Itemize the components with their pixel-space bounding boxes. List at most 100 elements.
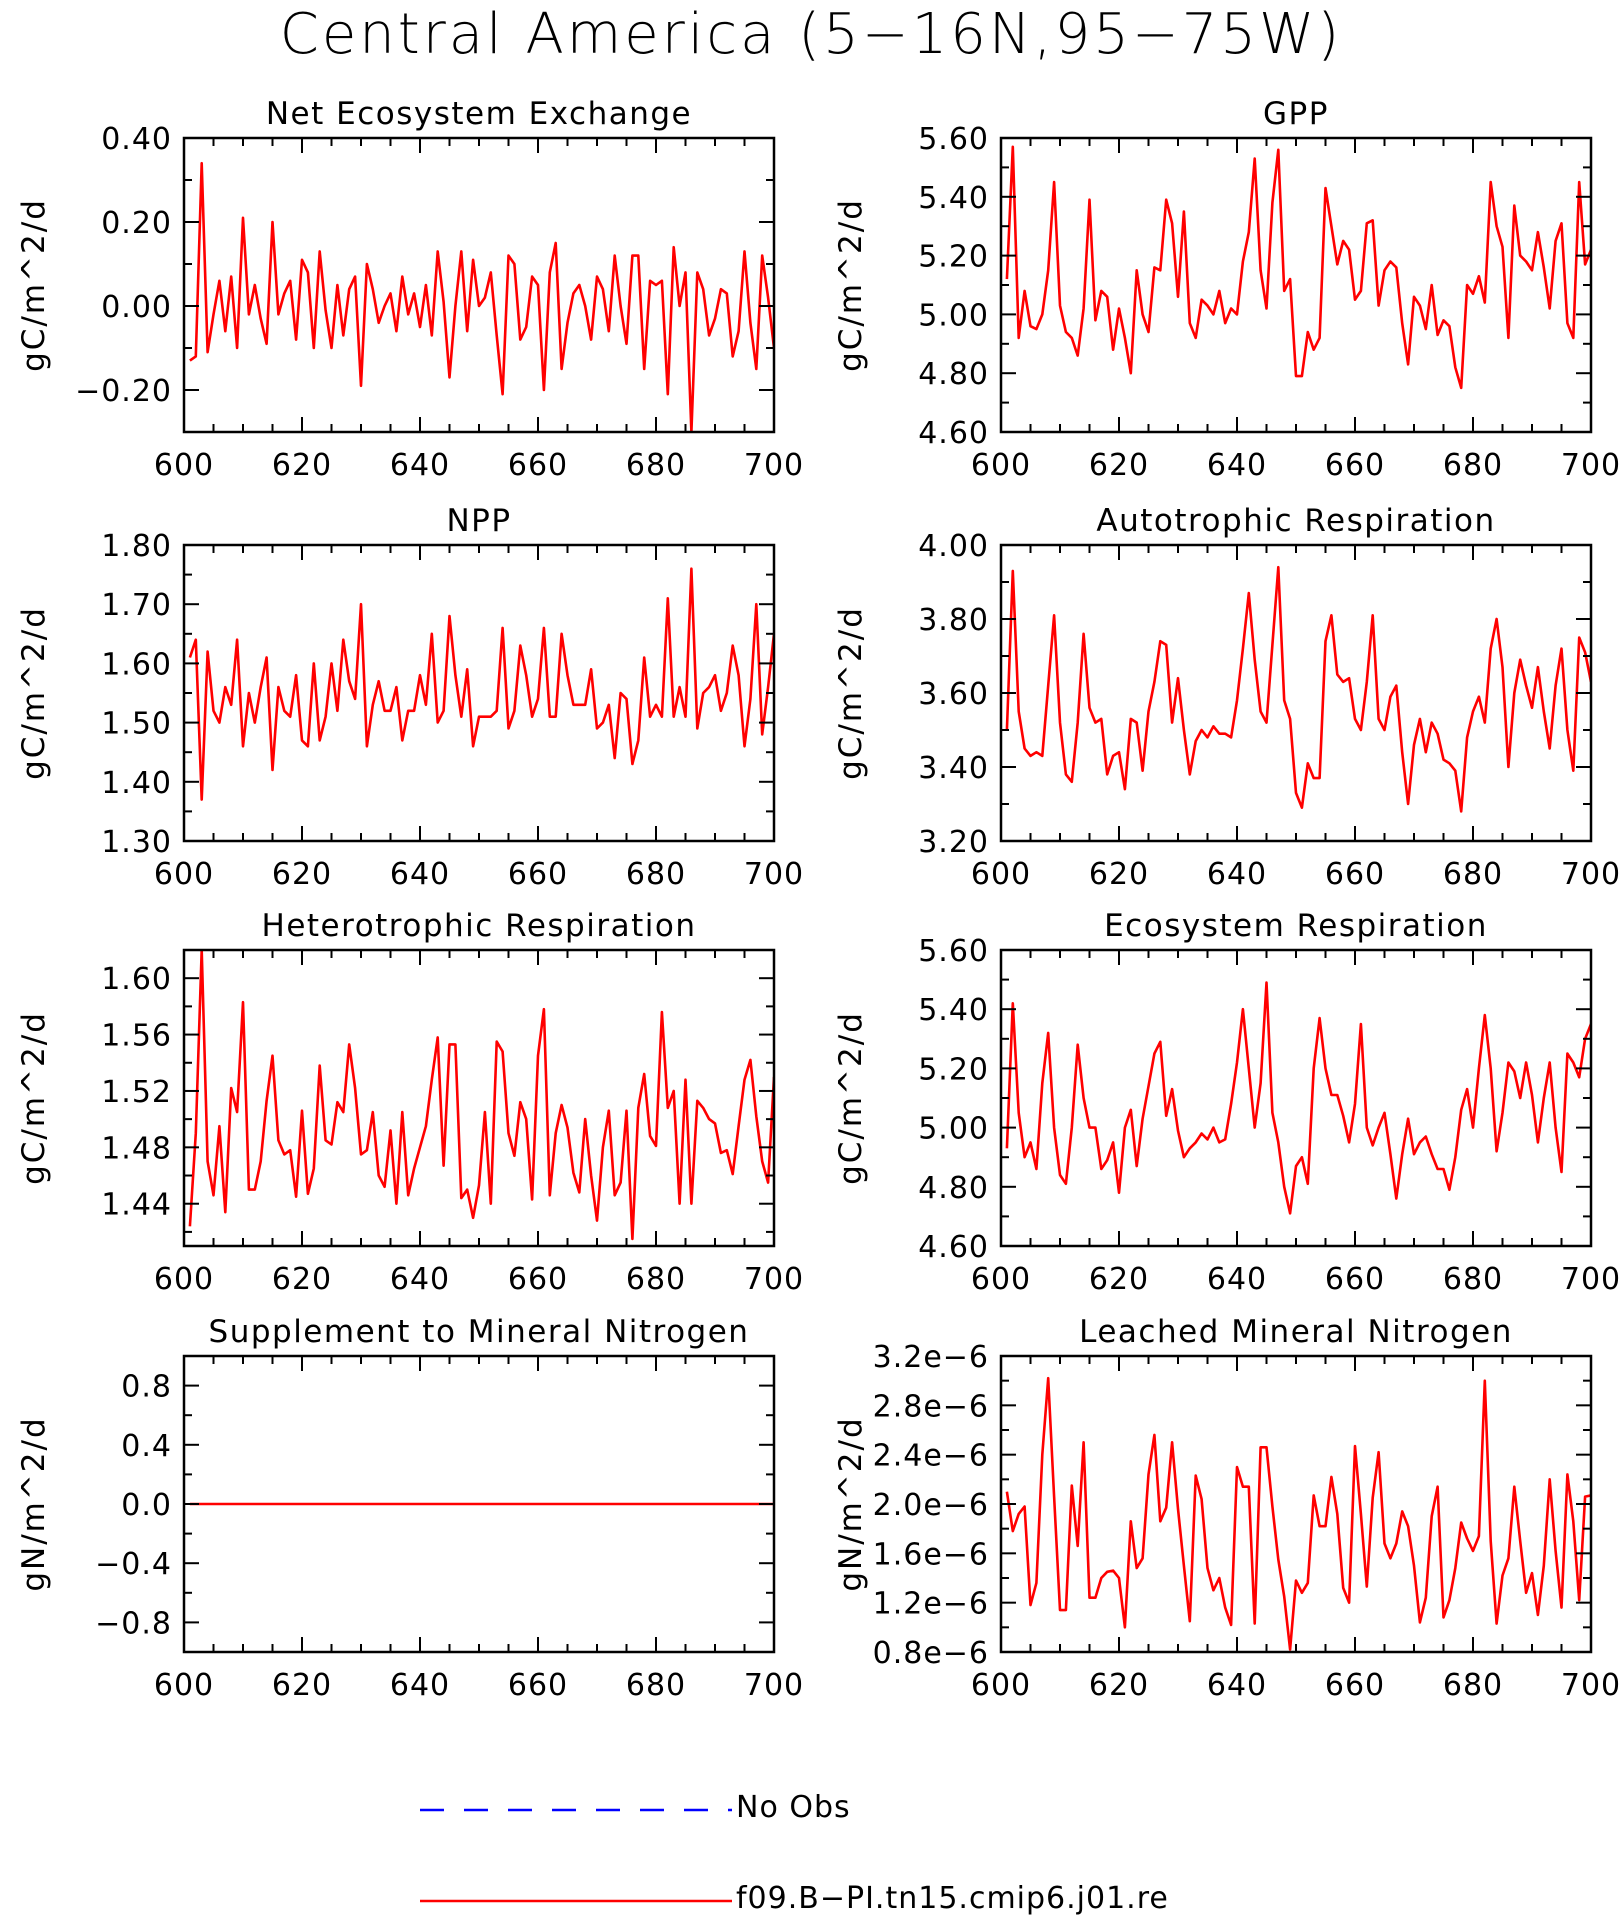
x-tick-label: 700 — [1561, 857, 1621, 892]
y-tick-label: 0.0 — [121, 1488, 172, 1523]
panel-title: Ecosystem Respiration — [1104, 908, 1488, 944]
y-axis-label: gC/m^2/d — [833, 1011, 869, 1185]
y-axis-label: gC/m^2/d — [16, 198, 52, 372]
y-tick-label: 4.80 — [918, 1171, 989, 1206]
x-tick-label: 660 — [1325, 1262, 1385, 1297]
x-tick-label: 700 — [744, 857, 804, 892]
x-tick-label: 660 — [1325, 448, 1385, 483]
y-tick-label: 2.8e−6 — [873, 1389, 989, 1424]
series-line — [1005, 981, 1591, 1215]
y-tick-label: 3.2e−6 — [873, 1340, 989, 1375]
y-tick-label: 3.20 — [918, 825, 989, 860]
x-tick-label: 640 — [1207, 857, 1267, 892]
y-tick-label: 4.80 — [918, 357, 989, 392]
chart-panel: 600 620 640 660 680 700 3.2e−6 2.8e−6 2.4e−6 2.0e… — [833, 1314, 1621, 1703]
panel-title: NPP — [446, 503, 511, 539]
y-axis-label: gN/m^2/d — [16, 1416, 52, 1591]
x-tick-label: 600 — [971, 448, 1031, 483]
y-tick-label: 5.40 — [918, 181, 989, 216]
x-tick-label: 660 — [1325, 1668, 1385, 1703]
y-tick-label: 0.00 — [101, 290, 172, 325]
x-tick-label: 700 — [1561, 448, 1621, 483]
y-tick-label: 4.60 — [918, 416, 989, 451]
y-tick-label: 3.40 — [918, 751, 989, 786]
y-tick-label: −0.8 — [95, 1606, 172, 1641]
chart-panel: 600 620 640 660 680 700 5.60 5.40 5.20 5.00 4.80 4.… — [833, 96, 1621, 483]
x-tick-label: 600 — [154, 1668, 214, 1703]
x-tick-label: 620 — [272, 857, 332, 892]
y-tick-label: 4.60 — [918, 1230, 989, 1265]
y-tick-label: 0.40 — [101, 122, 172, 157]
y-tick-label: 5.20 — [918, 240, 989, 275]
x-tick-label: 680 — [1443, 448, 1503, 483]
x-tick-label: 660 — [508, 1262, 568, 1297]
panel-title: GPP — [1263, 96, 1329, 132]
x-tick-label: 640 — [390, 448, 450, 483]
x-tick-label: 680 — [626, 1262, 686, 1297]
y-tick-label: 5.20 — [918, 1052, 989, 1087]
series-line — [1005, 1376, 1591, 1651]
y-tick-label: −0.4 — [95, 1547, 172, 1582]
x-tick-label: 600 — [971, 857, 1031, 892]
y-tick-label: 1.60 — [101, 647, 172, 682]
x-tick-label: 680 — [626, 857, 686, 892]
chart-panel: 600 620 640 660 680 700 5.60 5.40 5.20 5.00 4.80 4.… — [833, 908, 1621, 1297]
x-tick-label: 660 — [508, 857, 568, 892]
y-tick-label: 3.80 — [918, 603, 989, 638]
panel-title: Net Ecosystem Exchange — [266, 96, 692, 132]
x-tick-label: 700 — [744, 1668, 804, 1703]
y-tick-label: 1.80 — [101, 529, 172, 564]
y-axis-label: gC/m^2/d — [833, 198, 869, 372]
plot-frame — [999, 136, 1593, 434]
x-tick-label: 700 — [1561, 1668, 1621, 1703]
y-axis-label: gC/m^2/d — [16, 606, 52, 780]
y-tick-label: 1.70 — [101, 588, 172, 623]
panel-title: Supplement to Mineral Nitrogen — [209, 1314, 750, 1350]
y-tick-label: 0.8e−6 — [873, 1636, 989, 1671]
x-tick-label: 640 — [390, 1262, 450, 1297]
x-tick-label: 700 — [1561, 1262, 1621, 1297]
series-line — [188, 567, 774, 801]
chart-panel: 600 620 640 660 680 700 1.80 1.70 1.60 1.50 1.40 1.… — [16, 503, 804, 892]
x-tick-label: 600 — [154, 448, 214, 483]
x-tick-label: 600 — [154, 857, 214, 892]
panel-title: Heterotrophic Respiration — [262, 908, 697, 944]
chart-panel: 600 620 640 660 680 700 1.60 1.56 1.52 1.48 1.44 He… — [16, 908, 804, 1297]
y-tick-label: 1.48 — [101, 1131, 172, 1166]
y-tick-label: 0.8 — [121, 1370, 172, 1405]
series-line — [1005, 145, 1591, 390]
x-tick-label: 600 — [154, 1262, 214, 1297]
y-tick-label: 1.52 — [101, 1075, 172, 1110]
chart-panel: 600 620 640 660 680 700 4.00 3.80 3.60 3.40 3.20 Au… — [833, 503, 1621, 892]
y-tick-label: 0.4 — [121, 1429, 172, 1464]
y-tick-label: 5.60 — [918, 122, 989, 157]
x-tick-label: 600 — [971, 1668, 1031, 1703]
x-tick-label: 680 — [626, 1668, 686, 1703]
x-tick-label: 620 — [272, 1262, 332, 1297]
x-tick-label: 640 — [1207, 1262, 1267, 1297]
y-tick-label: 1.44 — [101, 1188, 172, 1223]
x-tick-label: 640 — [390, 1668, 450, 1703]
y-tick-label: −0.20 — [75, 374, 172, 409]
x-tick-label: 640 — [1207, 1668, 1267, 1703]
x-tick-label: 620 — [1089, 1262, 1149, 1297]
y-tick-label: 3.60 — [918, 677, 989, 712]
y-tick-label: 4.00 — [918, 529, 989, 564]
x-tick-label: 680 — [1443, 1668, 1503, 1703]
y-tick-label: 5.00 — [918, 1112, 989, 1147]
panel-title: Autotrophic Respiration — [1096, 503, 1495, 539]
x-tick-label: 620 — [1089, 857, 1149, 892]
x-tick-label: 600 — [971, 1262, 1031, 1297]
x-tick-label: 620 — [1089, 1668, 1149, 1703]
series-line — [188, 950, 774, 1241]
y-tick-label: 2.4e−6 — [873, 1439, 989, 1474]
x-tick-label: 680 — [1443, 857, 1503, 892]
y-tick-label: 0.20 — [101, 206, 172, 241]
chart-panel: 600 620 640 660 680 700 0.40 0.20 0.00 −0.20 Net E… — [16, 96, 803, 483]
panel-title: Leached Mineral Nitrogen — [1079, 1314, 1513, 1350]
y-axis-label: gN/m^2/d — [833, 1416, 869, 1591]
x-tick-label: 700 — [744, 1262, 804, 1297]
plot-frame — [999, 1354, 1593, 1654]
legend-obs-label: No Obs — [736, 1790, 851, 1825]
series-line — [1005, 565, 1591, 813]
